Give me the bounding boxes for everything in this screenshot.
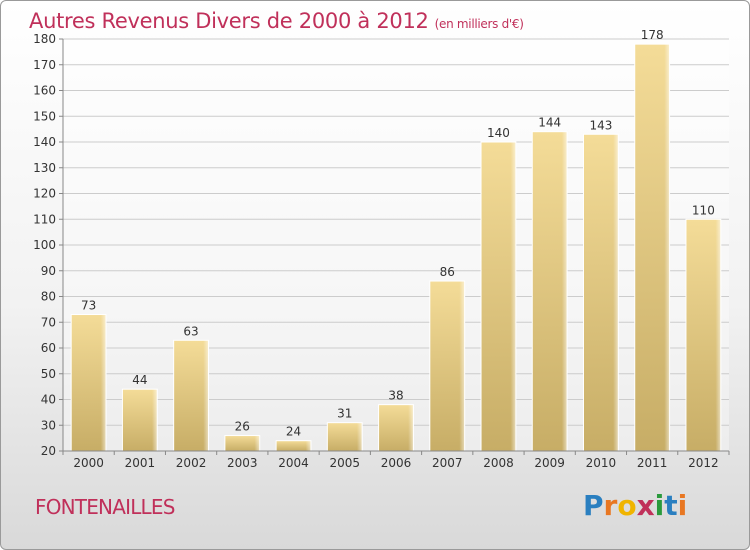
y-tick-label: 80 — [41, 290, 56, 304]
x-tick-label: 2012 — [688, 456, 719, 470]
y-tick-label: 70 — [41, 315, 56, 329]
y-tick-label: 40 — [41, 393, 56, 407]
y-tick-label: 50 — [41, 367, 56, 381]
x-tick-label: 2008 — [483, 456, 514, 470]
y-tick-label: 90 — [41, 264, 56, 278]
x-tick-label: 2002 — [176, 456, 207, 470]
y-tick-label: 30 — [41, 418, 56, 432]
y-tick-label: 140 — [33, 135, 56, 149]
bar-highlight — [378, 404, 414, 451]
y-tick-label: 110 — [33, 212, 56, 226]
y-tick-label: 60 — [41, 341, 56, 355]
data-label: 24 — [286, 425, 301, 439]
chart-title-text: Autres Revenus Divers de 2000 à 2012 — [29, 9, 429, 33]
data-label: 143 — [589, 118, 612, 132]
brand-letter: i — [677, 489, 688, 522]
bar-highlight — [71, 314, 107, 451]
data-label: 86 — [440, 265, 455, 279]
x-tick-label: 2003 — [227, 456, 258, 470]
y-tick-label: 150 — [33, 109, 56, 123]
data-label: 110 — [692, 203, 715, 217]
x-tick-label: 2010 — [586, 456, 617, 470]
bars: 73 44 63 26 24 31 38 86 140 144 143 178 110 — [70, 28, 722, 452]
brand-letter: P — [583, 489, 604, 522]
axes: 20 30 40 50 60 70 80 90 100 110 120 130 140 150 160 170… — [33, 32, 730, 470]
data-label: 73 — [81, 299, 96, 313]
bar-highlight — [685, 219, 721, 451]
x-tick-label: 2005 — [329, 456, 360, 470]
brand-logo: Proxiti — [583, 489, 687, 522]
y-tick-label: 170 — [33, 58, 56, 72]
bar-highlight — [583, 134, 619, 451]
data-label: 140 — [487, 126, 510, 140]
bar-highlight — [327, 422, 363, 451]
bar-highlight — [173, 340, 209, 451]
x-tick-label: 2001 — [125, 456, 156, 470]
x-tick-label: 2009 — [534, 456, 565, 470]
data-label: 63 — [183, 324, 198, 338]
y-tick-label: 180 — [33, 32, 56, 46]
data-label: 31 — [337, 407, 352, 421]
y-tick-label: 130 — [33, 161, 56, 175]
chart-title: Autres Revenus Divers de 2000 à 2012 (en … — [29, 9, 524, 33]
brand-letter: o — [617, 489, 637, 522]
y-tick-label: 120 — [33, 187, 56, 201]
data-label: 44 — [132, 373, 147, 387]
brand-letter: t — [664, 489, 678, 522]
x-tick-label: 2007 — [432, 456, 463, 470]
bar-highlight — [634, 44, 670, 452]
data-label: 144 — [538, 116, 561, 130]
brand-letter: x — [636, 489, 655, 522]
bar-highlight — [276, 440, 311, 451]
data-label: 178 — [641, 28, 664, 42]
bar-highlight — [481, 142, 516, 451]
data-label: 38 — [388, 389, 403, 403]
brand-letter: i — [654, 489, 665, 522]
x-tick-label: 2004 — [278, 456, 309, 470]
x-tick-label: 2000 — [73, 456, 104, 470]
brand-letter: r — [603, 489, 618, 522]
y-tick-label: 100 — [33, 238, 56, 252]
bar-highlight — [532, 131, 568, 451]
commune-name: FONTENAILLES — [35, 495, 175, 519]
x-tick-label: 2011 — [637, 456, 668, 470]
y-tick-label: 160 — [33, 84, 56, 98]
bar-highlight — [224, 435, 260, 451]
bar-highlight — [429, 281, 465, 451]
y-tick-label: 20 — [41, 444, 56, 458]
data-label: 26 — [235, 420, 250, 434]
x-tick-label: 2006 — [381, 456, 412, 470]
chart-subtitle: (en milliers d'€) — [434, 17, 524, 31]
bar-highlight — [122, 389, 158, 451]
